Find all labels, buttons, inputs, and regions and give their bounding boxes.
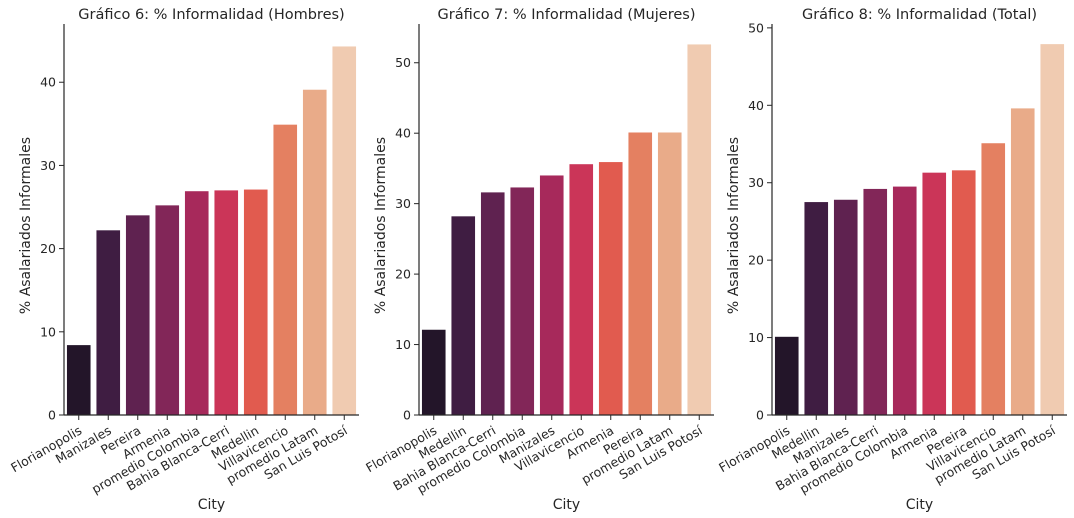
bar: [569, 164, 594, 415]
bar: [184, 191, 209, 415]
bar: [687, 44, 712, 416]
y-tick-label: 40: [395, 126, 411, 141]
bar: [981, 143, 1006, 416]
bar: [96, 230, 121, 415]
bar: [951, 170, 976, 415]
y-axis-label: % Asalariados Informales: [373, 137, 389, 314]
bar: [155, 205, 180, 415]
bar: [332, 46, 357, 416]
bar: [125, 215, 150, 415]
y-tick-label: 30: [748, 175, 764, 190]
bar: [539, 175, 564, 415]
y-tick-label: 10: [40, 324, 56, 339]
y-tick-label: 0: [403, 408, 411, 423]
bar: [833, 199, 858, 415]
y-tick-label: 20: [40, 241, 56, 256]
bar: [598, 162, 623, 415]
chart-panel-3: 01020304050FlorianopolisMedellinManizale…: [716, 7, 1067, 513]
bar: [774, 336, 799, 415]
bar: [302, 89, 327, 415]
y-tick-label: 0: [756, 408, 764, 423]
chart-title: Gráfico 6: % Informalidad (Hombres): [78, 7, 344, 23]
bar: [451, 216, 476, 415]
bar: [922, 172, 947, 415]
y-tick-label: 40: [748, 98, 764, 113]
bar: [510, 187, 535, 415]
bar: [628, 132, 653, 416]
bar: [892, 186, 917, 415]
bar: [863, 188, 888, 415]
y-tick-label: 30: [40, 158, 56, 173]
bar: [480, 192, 505, 415]
x-axis-label: City: [553, 497, 580, 513]
bar: [657, 132, 682, 416]
bar: [1010, 108, 1035, 415]
chart-title: Gráfico 8: % Informalidad (Total): [802, 7, 1037, 23]
y-tick-label: 20: [395, 267, 411, 282]
bar: [1040, 44, 1065, 415]
y-tick-label: 10: [395, 337, 411, 352]
y-tick-label: 50: [395, 55, 411, 70]
y-tick-label: 0: [48, 408, 56, 423]
chart-title: Gráfico 7: % Informalidad (Mujeres): [438, 7, 696, 23]
x-axis-label: City: [198, 497, 225, 513]
bar: [214, 190, 239, 415]
bar: [421, 329, 446, 415]
y-axis-label: % Asalariados Informales: [18, 137, 34, 314]
bar: [804, 202, 829, 415]
chart-panel-1: 010203040FlorianopolisManizalesPereiraAr…: [8, 7, 359, 513]
bar: [243, 189, 268, 415]
bar: [66, 345, 91, 415]
x-axis-label: City: [906, 497, 933, 513]
y-tick-label: 10: [748, 330, 764, 345]
bar: [273, 124, 298, 415]
y-tick-label: 40: [40, 75, 56, 90]
y-axis-label: % Asalariados Informales: [726, 137, 742, 314]
y-tick-label: 50: [748, 20, 764, 35]
y-tick-label: 20: [748, 253, 764, 268]
y-tick-label: 30: [395, 196, 411, 211]
